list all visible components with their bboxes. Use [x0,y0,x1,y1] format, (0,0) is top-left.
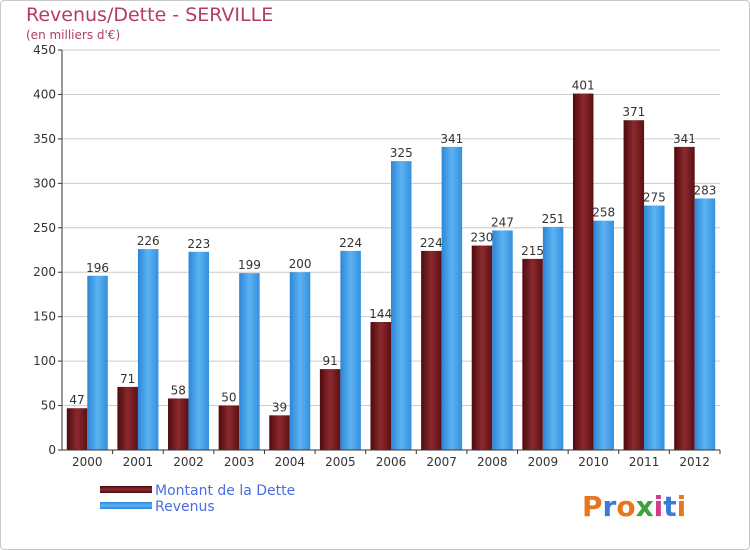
bar-revenus [441,146,463,450]
data-label-dette: 58 [171,383,186,397]
data-label-revenus: 196 [86,261,109,275]
proxiti-logo: Proxiti [582,490,686,523]
bar-revenus [87,275,108,450]
data-label-dette: 39 [272,400,287,414]
bar-revenus [542,226,564,450]
legend-swatch-revenus [100,502,152,509]
x-tick-label: 2000 [72,455,103,469]
data-label-revenus: 251 [542,212,565,226]
data-label-dette: 71 [120,372,135,386]
bar-dette [66,408,88,450]
legend-label-dette: Montant de la Dette [155,483,296,499]
data-label-revenus: 223 [187,237,210,251]
bar-dette [370,322,391,450]
bar-dette [623,120,645,450]
legend-swatch-dette [100,486,152,493]
data-label-revenus: 247 [491,215,514,229]
bar-dette [269,415,290,450]
bar-revenus [694,198,716,450]
data-label-dette: 144 [369,307,392,321]
y-tick-label: 100 [33,354,56,368]
x-tick-label: 2010 [578,455,609,469]
data-label-dette: 215 [521,244,544,258]
legend-label-revenus: Revenus [155,499,215,515]
logo-letter: t [663,490,677,523]
bar-dette [522,258,543,450]
chart-title: Revenus/Dette - SERVILLE [26,4,274,26]
bar-dette [674,146,695,450]
y-tick-label: 300 [33,176,56,190]
bar-revenus [391,161,412,450]
data-label-revenus: 275 [643,191,666,205]
y-tick-label: 250 [33,221,56,235]
y-tick-label: 350 [33,132,56,146]
x-tick-label: 2009 [528,455,559,469]
x-tick-label: 2001 [123,455,154,469]
x-tick-label: 2004 [274,455,305,469]
logo-letter: x [635,490,654,523]
data-label-dette: 50 [221,391,236,405]
x-tick-label: 2006 [376,455,407,469]
chart-subtitle: (en milliers d'€) [26,28,121,42]
y-tick-label: 450 [33,43,56,57]
bar-revenus [137,249,159,450]
bar-dette [218,405,240,450]
data-label-dette: 224 [420,236,443,250]
y-tick-label: 50 [41,399,56,413]
bar-dette [319,369,341,450]
x-tick-label: 2011 [629,455,660,469]
data-label-dette: 230 [471,231,494,245]
bar-revenus [289,272,311,450]
bar-dette [471,245,493,450]
data-label-revenus: 226 [137,234,160,248]
bar-revenus [340,250,361,450]
x-tick-label: 2008 [477,455,508,469]
data-label-dette: 341 [673,132,696,146]
data-label-dette: 91 [322,354,337,368]
logo-letter: i [676,490,687,523]
bar-revenus [492,230,513,450]
x-tick-label: 2005 [325,455,356,469]
data-label-dette: 47 [69,393,84,407]
x-tick-label: 2007 [426,455,457,469]
y-tick-label: 0 [48,443,56,457]
logo-letter: P [582,490,603,523]
data-label-dette: 371 [622,105,645,119]
logo-letter: o [616,490,636,523]
bar-dette [117,386,138,450]
bar-dette [572,93,594,451]
data-label-revenus: 325 [390,146,413,160]
bar-revenus [239,273,260,450]
y-tick-label: 400 [33,87,56,101]
data-label-revenus: 283 [693,183,716,197]
data-label-revenus: 258 [592,206,615,220]
bar-dette [168,398,189,450]
data-label-revenus: 199 [238,258,261,272]
bar-revenus [644,205,665,450]
y-tick-label: 150 [33,310,56,324]
data-label-revenus: 224 [339,236,362,250]
x-tick-label: 2012 [679,455,710,469]
x-tick-label: 2002 [173,455,204,469]
logo-letter: i [653,490,664,523]
data-label-revenus: 200 [289,257,312,271]
bar-dette [421,250,442,450]
x-tick-label: 2003 [224,455,255,469]
logo-letter: r [602,490,617,523]
y-tick-label: 200 [33,265,56,279]
bar-revenus [188,251,210,450]
data-label-dette: 401 [572,79,595,93]
bar-revenus [593,220,614,450]
data-label-revenus: 341 [440,132,463,146]
